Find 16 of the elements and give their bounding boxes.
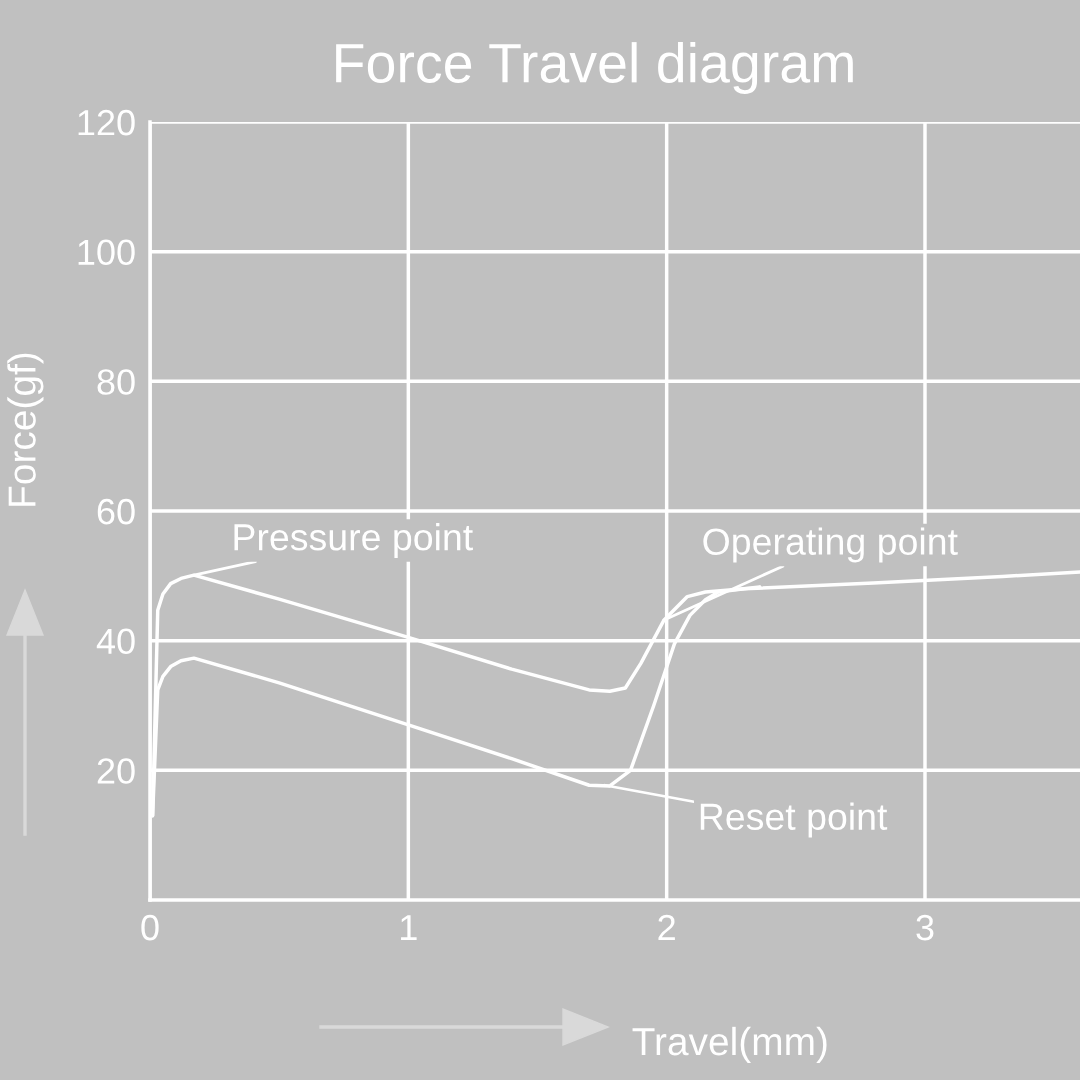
y-axis-title: Force(gf) [7,353,44,506]
annotation: Reset point [700,802,888,838]
x-tick-label: 0 [141,914,159,941]
x-tick-label: 1 [401,915,417,941]
y-tick-label: 20 [97,758,135,784]
annotation: Operating point [703,527,958,563]
y-tick-label: 120 [78,109,135,136]
y-tick-label: 100 [78,239,135,266]
x-tick-label: 3 [916,914,934,941]
x-tick-label: 2 [658,914,675,941]
y-tick-label: 60 [97,498,135,525]
x-axis-title: Travel(mm) [632,1026,827,1064]
y-tick-label: 80 [97,369,135,395]
annotation: Pressure point [234,522,473,558]
y-tick-label: 40 [96,628,135,655]
chart-title: Force Travel diagram [336,42,853,94]
